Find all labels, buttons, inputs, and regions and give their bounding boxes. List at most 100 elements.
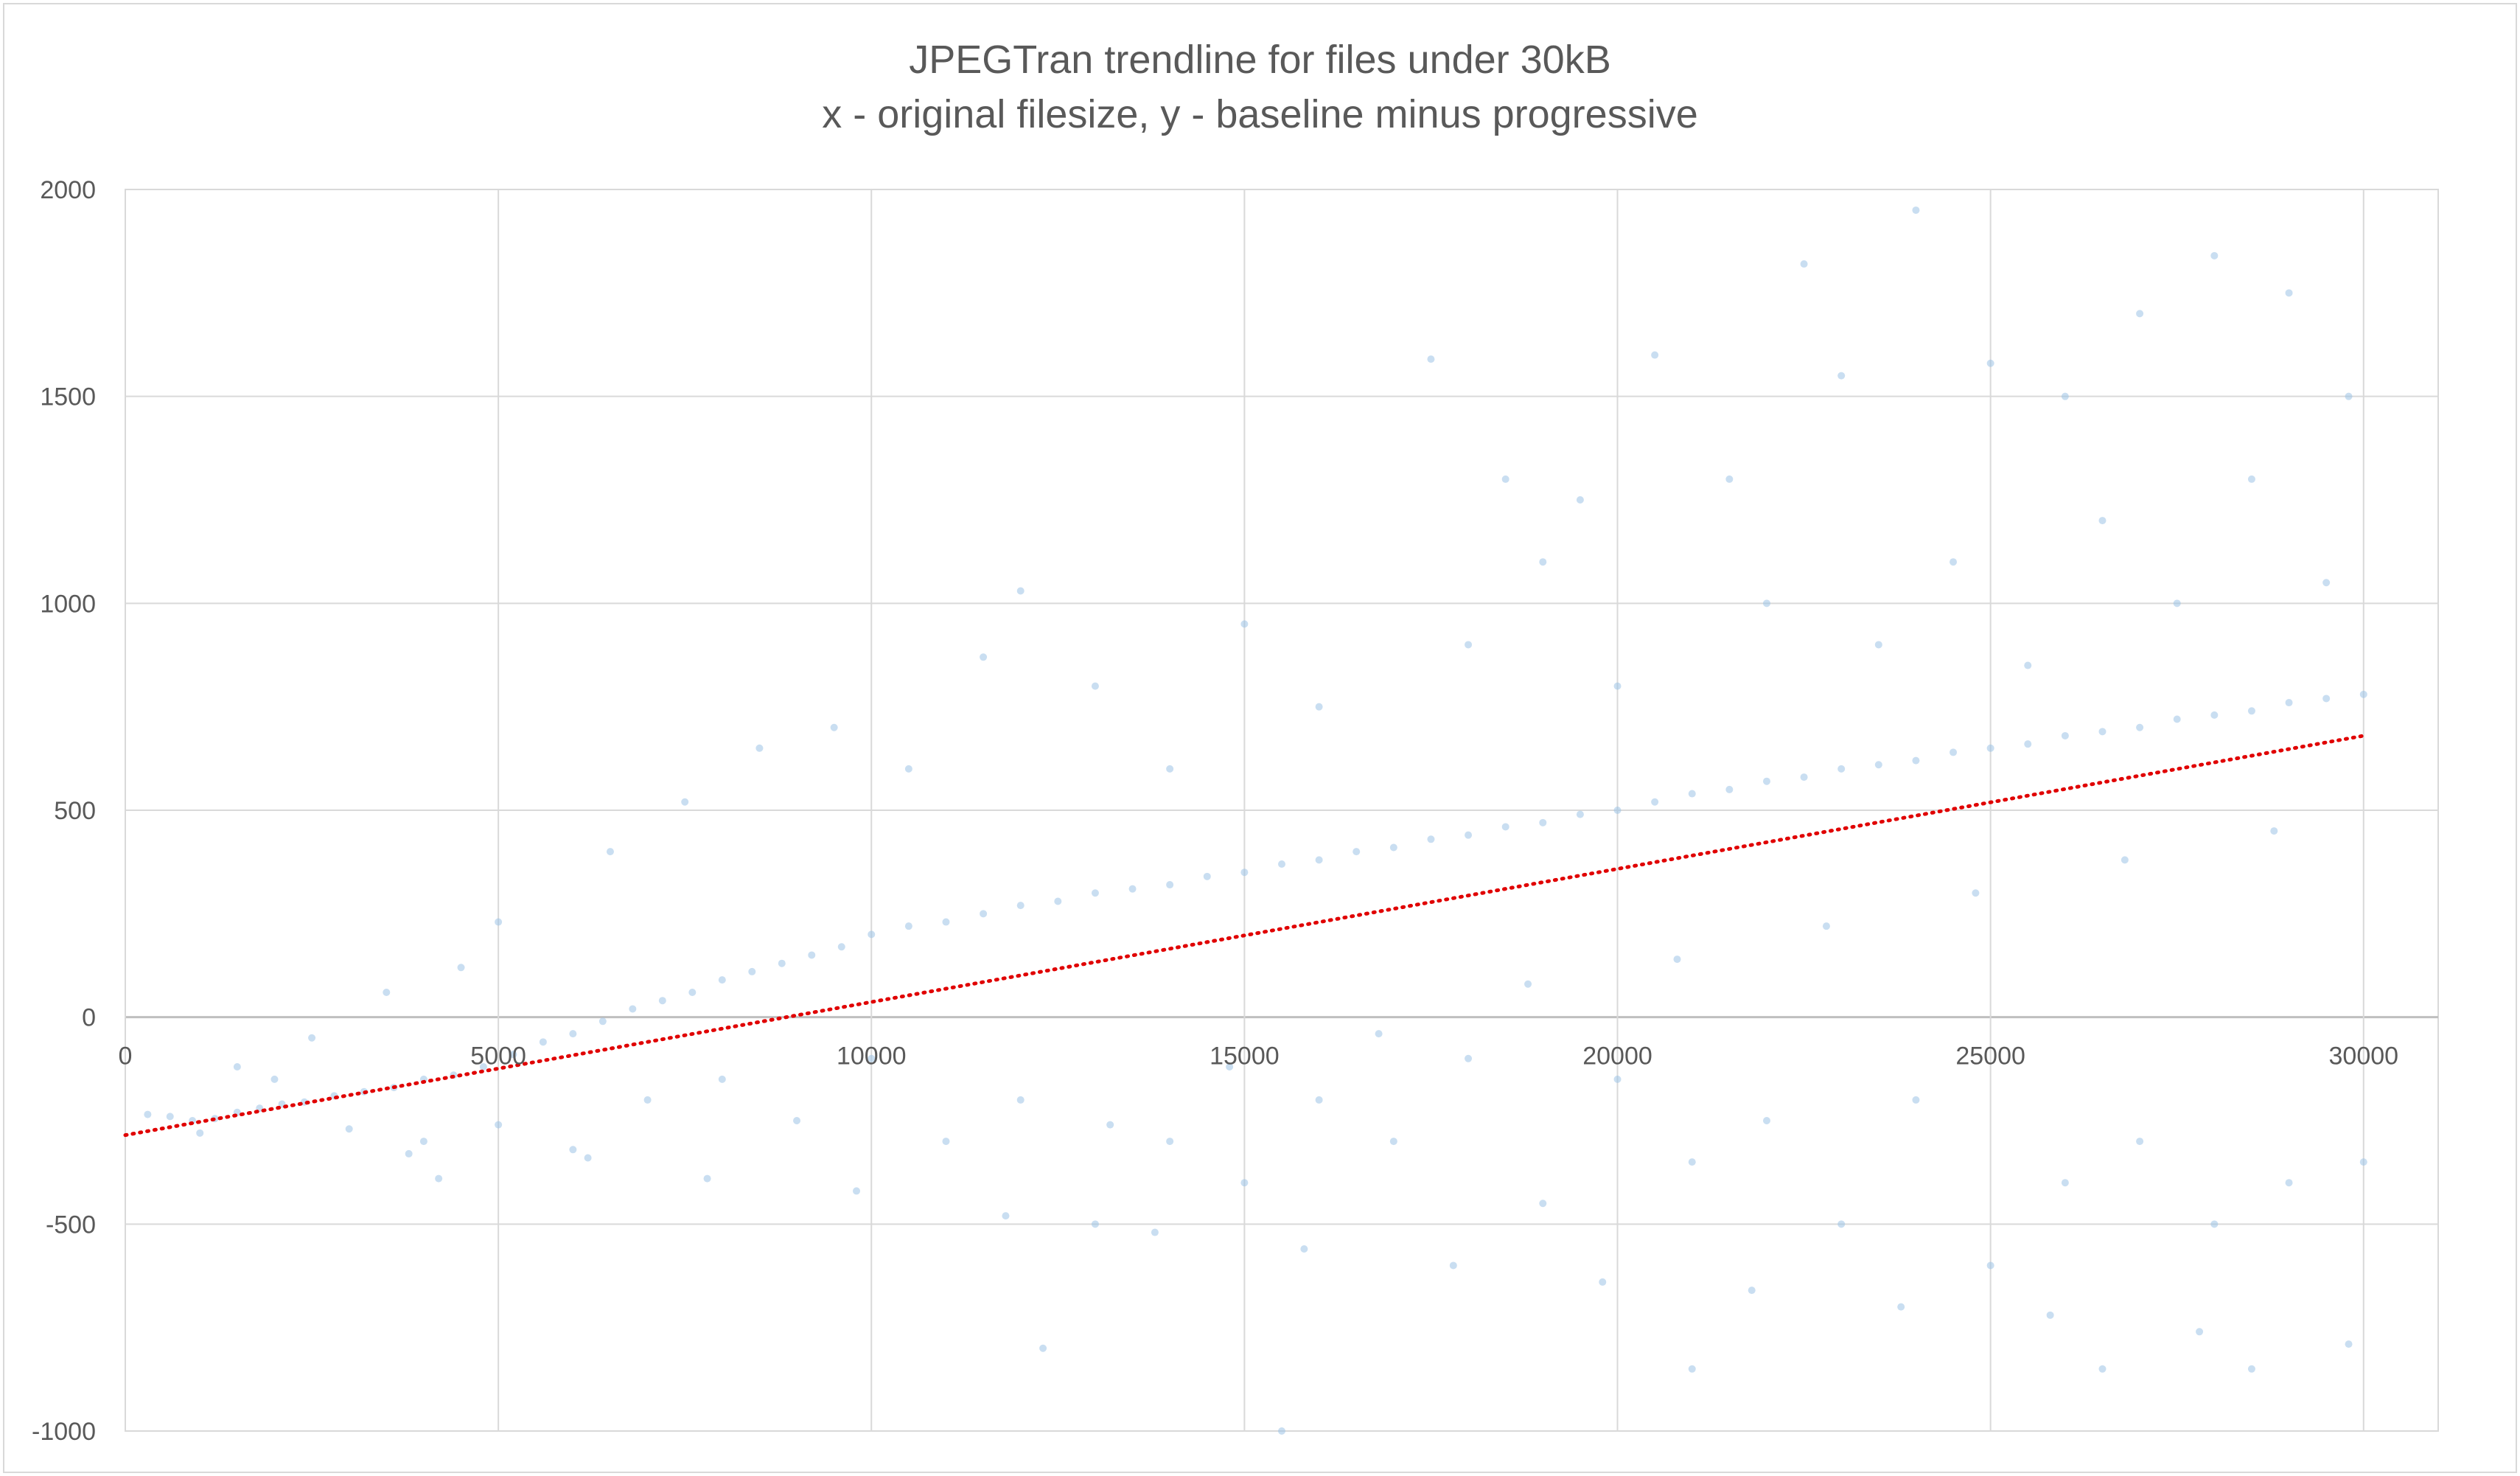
data-point [1039,1344,1047,1352]
data-point [681,798,689,806]
y-tick-label: 500 [54,797,96,825]
data-point [1427,835,1435,843]
data-point [2345,392,2353,400]
data-point [808,951,816,959]
y-tick-label: -1000 [32,1418,96,1446]
data-point [1912,1096,1920,1104]
data-point [2210,251,2219,260]
data-point [2024,661,2032,669]
data-point [1315,856,1323,864]
data-point [233,1063,241,1071]
data-point [1278,1427,1285,1435]
data-point [1300,1245,1308,1253]
data-point [830,723,838,731]
trendline-layer [123,734,2366,1138]
data-point [904,765,912,773]
data-point [1599,1278,1607,1286]
y-tick-label: 1000 [40,590,96,618]
data-point [1315,703,1323,711]
data-point [980,910,988,918]
data-point [980,653,988,661]
data-point [2247,707,2255,715]
data-point [495,1121,503,1129]
data-point [1651,798,1659,806]
data-point [1912,756,1920,765]
data-point [1151,1228,1159,1236]
data-point [419,1138,427,1146]
data-point [2121,856,2129,864]
data-point [2210,1220,2219,1228]
data-point [2061,731,2069,739]
data-point [1762,599,1770,608]
data-point [2359,690,2367,698]
data-point [718,976,726,984]
data-point [1353,848,1361,856]
data-point [1166,881,1174,889]
data-point [1501,475,1509,483]
data-point [837,943,845,951]
data-point [1874,641,1882,649]
data-point [1002,1212,1010,1220]
data-point [1091,1220,1099,1228]
data-point [383,988,391,996]
data-point [793,1117,801,1124]
data-point [1054,897,1062,905]
data-point [718,1075,726,1083]
data-point [1950,748,1958,756]
data-point [1016,587,1025,595]
data-point [2345,1340,2353,1348]
data-point [1748,1287,1756,1295]
data-point [1986,744,1994,752]
data-point [1389,843,1397,852]
data-point [1524,980,1532,988]
data-point [1688,1365,1696,1373]
data-point [1449,1261,1457,1270]
x-tick-label: 25000 [1955,1042,2025,1071]
data-point [2210,711,2219,719]
data-point [1240,620,1249,628]
data-point [1986,1261,1994,1270]
data-point [166,1113,174,1121]
data-point [1465,831,1473,839]
data-point [853,1187,861,1195]
x-tick-label: 5000 [470,1042,526,1071]
data-point [1203,872,1211,880]
data-point [2247,475,2255,483]
data-point [1389,1138,1397,1146]
data-point [435,1174,443,1183]
y-tick-label: 2000 [40,176,96,204]
chart-title: JPEGTran trendline for files under 30kB [909,38,1611,82]
data-point [308,1034,316,1042]
data-point [2098,1365,2107,1373]
y-tick-label: -500 [46,1211,96,1239]
data-point [2285,1179,2293,1187]
data-point [2359,1158,2367,1166]
data-point [1613,1075,1622,1083]
data-point [1240,1179,1249,1187]
data-point [405,1149,413,1158]
data-point [2098,517,2107,525]
data-point [1091,682,1099,690]
data-points [144,206,2367,1435]
data-point [868,930,876,939]
data-point [2247,1365,2255,1373]
data-point [904,922,912,930]
data-point [1240,868,1249,877]
data-point [1315,1096,1323,1104]
data-point [643,1096,652,1104]
data-point [1897,1303,1905,1311]
data-point [495,918,503,926]
x-tick-label: 15000 [1210,1042,1280,1071]
trendline [123,734,2366,1138]
data-point [2173,599,2181,608]
x-tick-label: 10000 [837,1042,907,1071]
data-point [1539,558,1547,566]
data-point [539,1038,547,1046]
data-point [658,997,666,1005]
data-point [2046,1311,2054,1319]
data-point [2061,392,2069,400]
data-point [457,964,465,972]
data-point [942,1138,950,1146]
data-point [345,1125,353,1133]
